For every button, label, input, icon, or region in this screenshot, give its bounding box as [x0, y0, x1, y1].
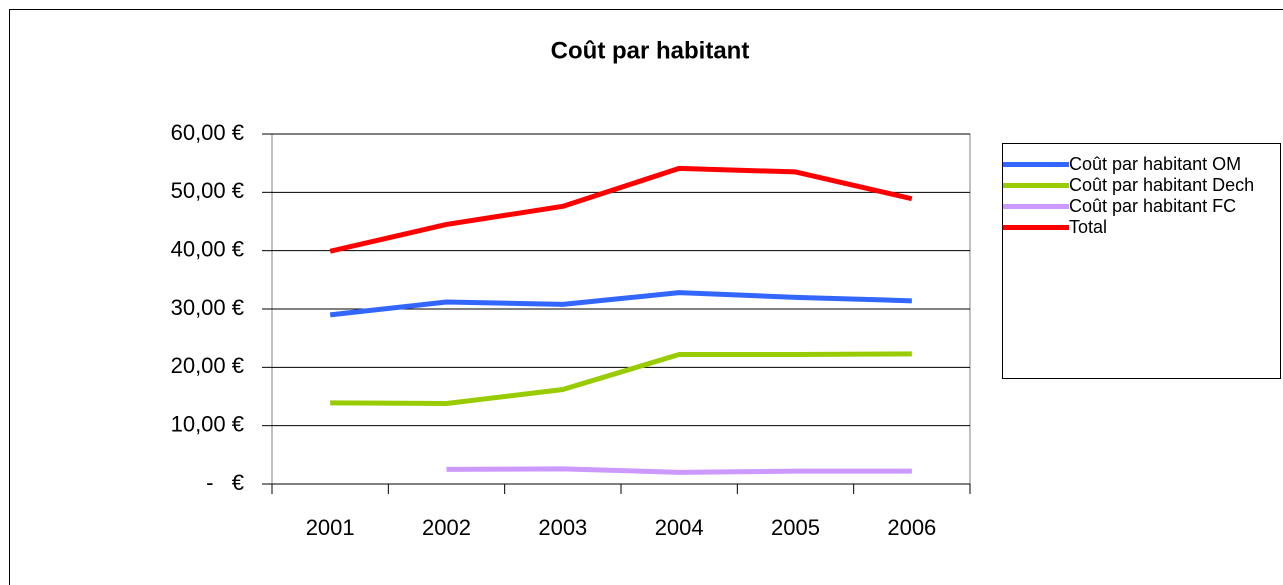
- legend-entry: Coût par habitant Dech: [1003, 175, 1280, 196]
- legend-swatch: [1003, 204, 1069, 209]
- y-tick-label: 50,00 €: [171, 178, 244, 203]
- series-line: [330, 351, 912, 406]
- x-tick-label: 2005: [771, 515, 820, 540]
- legend-swatch: [1003, 225, 1069, 230]
- chart-title: Coût par habitant: [551, 37, 750, 64]
- y-tick-label: 20,00 €: [171, 353, 244, 378]
- y-tick-label: 60,00 €: [171, 120, 244, 145]
- x-tick-label: 2004: [655, 515, 704, 540]
- legend-entry: Total: [1003, 217, 1280, 238]
- legend-label: Coût par habitant OM: [1069, 154, 1242, 174]
- legend-label: Coût par habitant Dech: [1069, 175, 1255, 195]
- x-tick-label: 2006: [887, 515, 936, 540]
- legend-entry: Coût par habitant OM: [1003, 154, 1280, 175]
- x-tick-label: 2001: [306, 515, 355, 540]
- y-tick-label: - €: [206, 470, 244, 495]
- series-line: [446, 466, 912, 475]
- series-line: [329, 290, 912, 318]
- legend-swatch: [1003, 162, 1069, 167]
- y-tick-label: 30,00 €: [171, 295, 244, 320]
- legend-swatch: [1003, 183, 1069, 188]
- legend-label: Coût par habitant FC: [1069, 196, 1237, 216]
- legend-entry: Coût par habitant FC: [1003, 196, 1280, 217]
- legend-label: Total: [1069, 217, 1108, 237]
- x-tick-label: 2002: [422, 515, 471, 540]
- x-tick-label: 2003: [538, 515, 587, 540]
- y-tick-label: 40,00 €: [171, 236, 244, 261]
- series-line: [329, 165, 913, 254]
- y-tick-label: 10,00 €: [171, 411, 244, 436]
- legend: Coût par habitant OM Coût par habitant De…: [1002, 143, 1281, 379]
